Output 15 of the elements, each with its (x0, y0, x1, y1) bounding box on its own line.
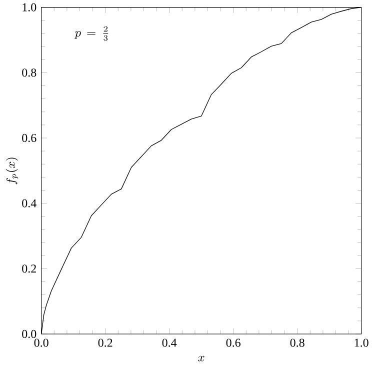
y-axis-title: $f_p(x)$ (6, 158, 18, 184)
y-tick-label: 0.2 (22, 264, 36, 273)
x-tick-label: 0.2 (98, 338, 112, 347)
y-tick-label: 0.4 (22, 199, 36, 208)
y-tick-label: 1.0 (22, 3, 36, 12)
x-tick-label: 0.4 (162, 338, 177, 347)
y-tick-label: 0.8 (22, 68, 36, 77)
x-tick-label: 0.6 (226, 338, 240, 347)
x-tick-label: 0.8 (290, 338, 304, 347)
annotation: $p\, =\, \frac{2}{3}$ (74, 26, 108, 41)
y-tick-label: 0.0 (22, 330, 36, 338)
y-tick-label: 0.6 (22, 134, 36, 142)
x-axis-title: $x$ (198, 356, 204, 362)
x-tick-label: 1.0 (354, 338, 368, 347)
x-tick-label: 0.0 (34, 338, 48, 347)
